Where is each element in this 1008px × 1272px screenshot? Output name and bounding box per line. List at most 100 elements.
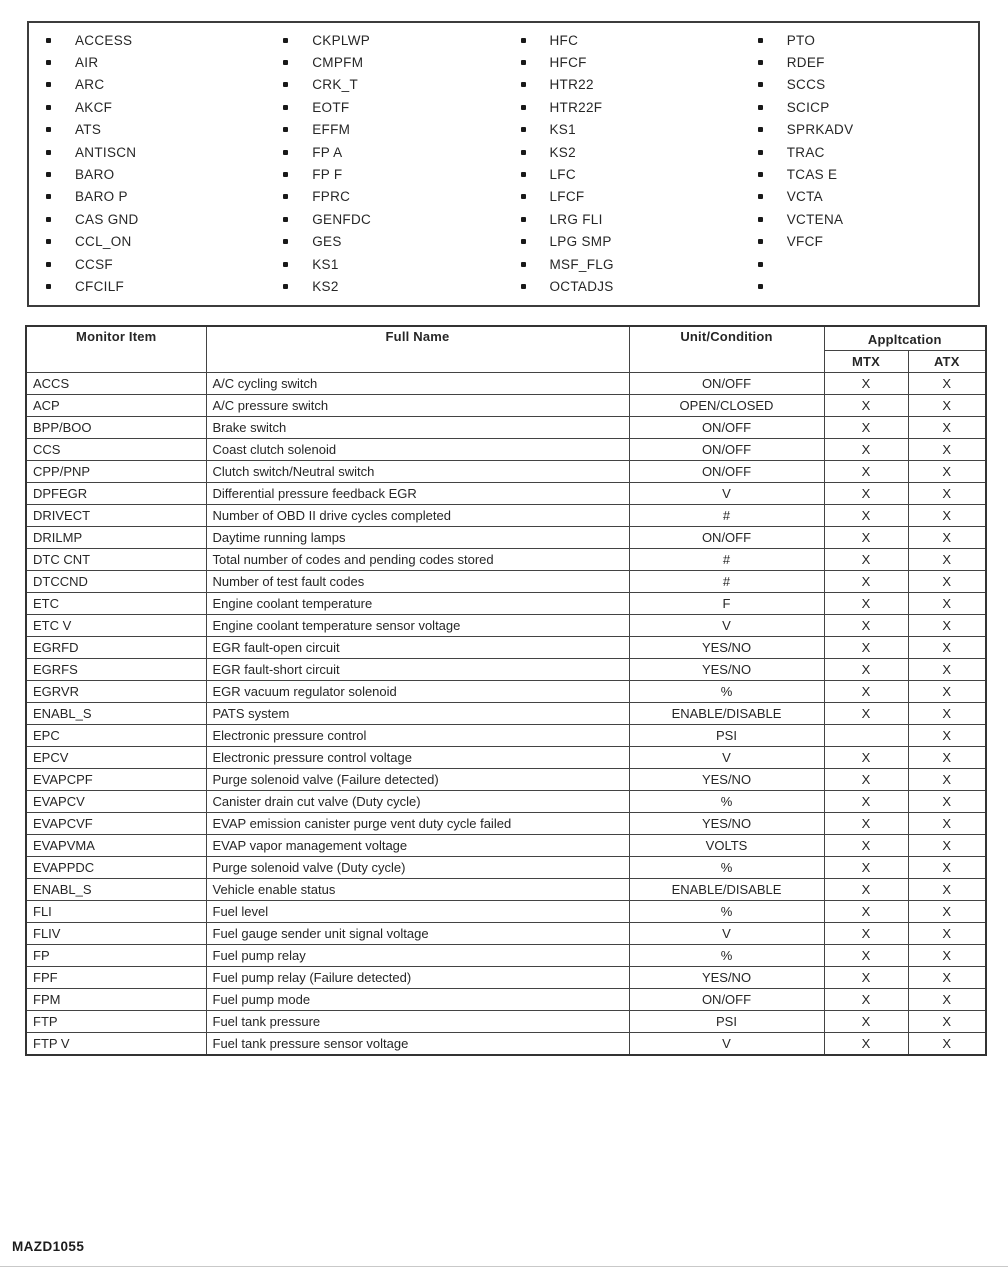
list-item: TCAS E xyxy=(741,163,978,185)
bullet-icon xyxy=(757,261,763,267)
cell-atx: X xyxy=(907,812,987,835)
list-item: LFC xyxy=(504,163,741,185)
table-row: DPFEGR Differential pressure feedback EG… xyxy=(25,482,987,505)
cell-unit-condition: V xyxy=(628,922,825,945)
list-item: ACCESS xyxy=(29,29,266,51)
cell-monitor-item: DTCCND xyxy=(25,570,207,593)
cell-monitor-item: ENABL_S xyxy=(25,878,207,901)
bullet-icon xyxy=(520,172,526,178)
cell-mtx xyxy=(823,724,909,747)
list-item-label: SCCS xyxy=(786,77,826,93)
bullet-icon xyxy=(46,149,51,155)
cell-atx: X xyxy=(907,372,987,395)
acronym-column-3: HFC HFCF HTR22 HTR22F KS1 xyxy=(504,29,741,299)
bullet-icon xyxy=(520,194,526,200)
bullet-icon xyxy=(283,149,289,155)
monitor-acronym-list-box: ACCESS AIR ARC AKCF ATS xyxy=(27,21,980,307)
cell-full-name: Fuel tank pressure xyxy=(205,1010,630,1033)
cell-monitor-item: EGRVR xyxy=(25,680,207,703)
cell-atx: X xyxy=(907,834,987,857)
cell-mtx: X xyxy=(823,416,909,439)
list-item: BARO xyxy=(29,163,266,185)
cell-full-name: A/C pressure switch xyxy=(205,394,630,417)
table-row: EVAPVMA EVAP vapor management voltage VO… xyxy=(25,834,987,857)
table-row: DRILMP Daytime running lamps ON/OFF X X xyxy=(25,526,987,549)
bullet-icon xyxy=(46,60,51,66)
list-item: CRK_T xyxy=(266,74,503,96)
cell-unit-condition: YES/NO xyxy=(628,636,825,659)
cell-full-name: Electronic pressure control voltage xyxy=(205,746,630,769)
table-row: EVAPCVF EVAP emission canister purge ven… xyxy=(25,812,987,835)
bullet-icon xyxy=(757,216,763,222)
cell-unit-condition: ON/OFF xyxy=(628,460,825,483)
list-item: FP F xyxy=(266,163,503,185)
table-row: CPP/PNP Clutch switch/Neutral switch ON/… xyxy=(25,460,987,483)
cell-unit-condition: # xyxy=(628,570,825,593)
cell-full-name: Purge solenoid valve (Failure detected) xyxy=(205,768,630,791)
list-item: SCICP xyxy=(741,96,978,118)
cell-unit-condition: YES/NO xyxy=(628,966,825,989)
bullet-icon xyxy=(283,216,289,222)
cell-unit-condition: VOLTS xyxy=(628,834,825,857)
cell-atx: X xyxy=(907,856,987,879)
cell-atx: X xyxy=(907,614,987,637)
bullet-icon xyxy=(283,261,289,267)
cell-unit-condition: ENABLE/DISABLE xyxy=(628,878,825,901)
cell-full-name: Total number of codes and pending codes … xyxy=(205,548,630,571)
list-item-label: EFFM xyxy=(312,122,351,138)
list-item: HFC xyxy=(504,29,741,51)
cell-full-name: Differential pressure feedback EGR xyxy=(205,482,630,505)
cell-full-name: PATS system xyxy=(205,702,630,725)
table-row: EGRVR EGR vacuum regulator solenoid % X … xyxy=(25,680,987,703)
table-row: EVAPCPF Purge solenoid valve (Failure de… xyxy=(25,768,987,791)
cell-full-name: Vehicle enable status xyxy=(205,878,630,901)
cell-unit-condition: ON/OFF xyxy=(628,988,825,1011)
list-item-label: SPRKADV xyxy=(786,122,854,138)
cell-unit-condition: ENABLE/DISABLE xyxy=(628,702,825,725)
list-item-label: HFC xyxy=(549,32,579,48)
cell-mtx: X xyxy=(823,1032,909,1056)
cell-atx: X xyxy=(907,988,987,1011)
acronym-column-4: PTO RDEF SCCS SCICP SPRKADV xyxy=(741,29,978,299)
cell-unit-condition: % xyxy=(628,900,825,923)
list-item-label: FP A xyxy=(312,144,343,160)
list-item: KS2 xyxy=(504,141,741,163)
list-item: CAS GND xyxy=(29,208,266,230)
cell-full-name: Fuel level xyxy=(205,900,630,923)
cell-mtx: X xyxy=(823,768,909,791)
list-item-label: HTR22F xyxy=(549,99,603,115)
bullet-icon xyxy=(46,104,51,110)
cell-atx: X xyxy=(907,1010,987,1033)
cell-full-name: Engine coolant temperature sensor voltag… xyxy=(205,614,630,637)
page-bottom-rule xyxy=(0,1266,1008,1267)
bullet-icon xyxy=(757,149,763,155)
table-row: CCS Coast clutch solenoid ON/OFF X X xyxy=(25,438,987,461)
list-item-label: OCTADJS xyxy=(549,278,614,294)
cell-monitor-item: FPM xyxy=(25,988,207,1011)
cell-full-name: Electronic pressure control xyxy=(205,724,630,747)
cell-mtx: X xyxy=(823,900,909,923)
cell-atx: X xyxy=(907,504,987,527)
cell-atx: X xyxy=(907,680,987,703)
list-item-label: CAS GND xyxy=(75,211,139,227)
cell-monitor-item: BPP/BOO xyxy=(25,416,207,439)
table-row: FTP V Fuel tank pressure sensor voltage … xyxy=(25,1032,987,1056)
cell-mtx: X xyxy=(823,482,909,505)
acronym-column-2: CKPLWP CMPFM CRK_T EOTF EFFM xyxy=(266,29,503,299)
list-item: SPRKADV xyxy=(741,119,978,141)
cell-unit-condition: PSI xyxy=(628,1010,825,1033)
list-item: VFCF xyxy=(741,231,978,253)
bullet-icon xyxy=(46,216,51,222)
table-row: DRIVECT Number of OBD II drive cycles co… xyxy=(25,504,987,527)
cell-mtx: X xyxy=(823,702,909,725)
cell-unit-condition: V xyxy=(628,1032,825,1056)
list-item-label: PTO xyxy=(786,32,816,48)
list-item-label: ARC xyxy=(75,77,105,93)
bullet-icon xyxy=(46,261,51,267)
list-item-label: GES xyxy=(312,234,342,250)
cell-unit-condition: ON/OFF xyxy=(628,416,825,439)
header-monitor-item: Monitor Item xyxy=(25,325,207,373)
bullet-icon xyxy=(283,194,289,200)
cell-full-name: Coast clutch solenoid xyxy=(205,438,630,461)
cell-unit-condition: F xyxy=(628,592,825,615)
